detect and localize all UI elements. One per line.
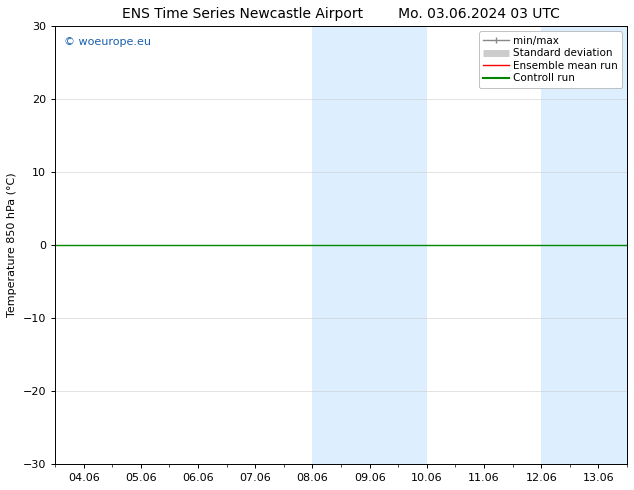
Title: ENS Time Series Newcastle Airport        Mo. 03.06.2024 03 UTC: ENS Time Series Newcastle Airport Mo. 03… [122, 7, 560, 21]
Bar [313, 26, 427, 464]
Bar [541, 26, 627, 464]
Y-axis label: Temperature 850 hPa (°C): Temperature 850 hPa (°C) [7, 173, 17, 318]
Text: © woeurope.eu: © woeurope.eu [63, 37, 151, 47]
Legend: min/max, Standard deviation, Ensemble mean run, Controll run: min/max, Standard deviation, Ensemble me… [479, 31, 622, 88]
